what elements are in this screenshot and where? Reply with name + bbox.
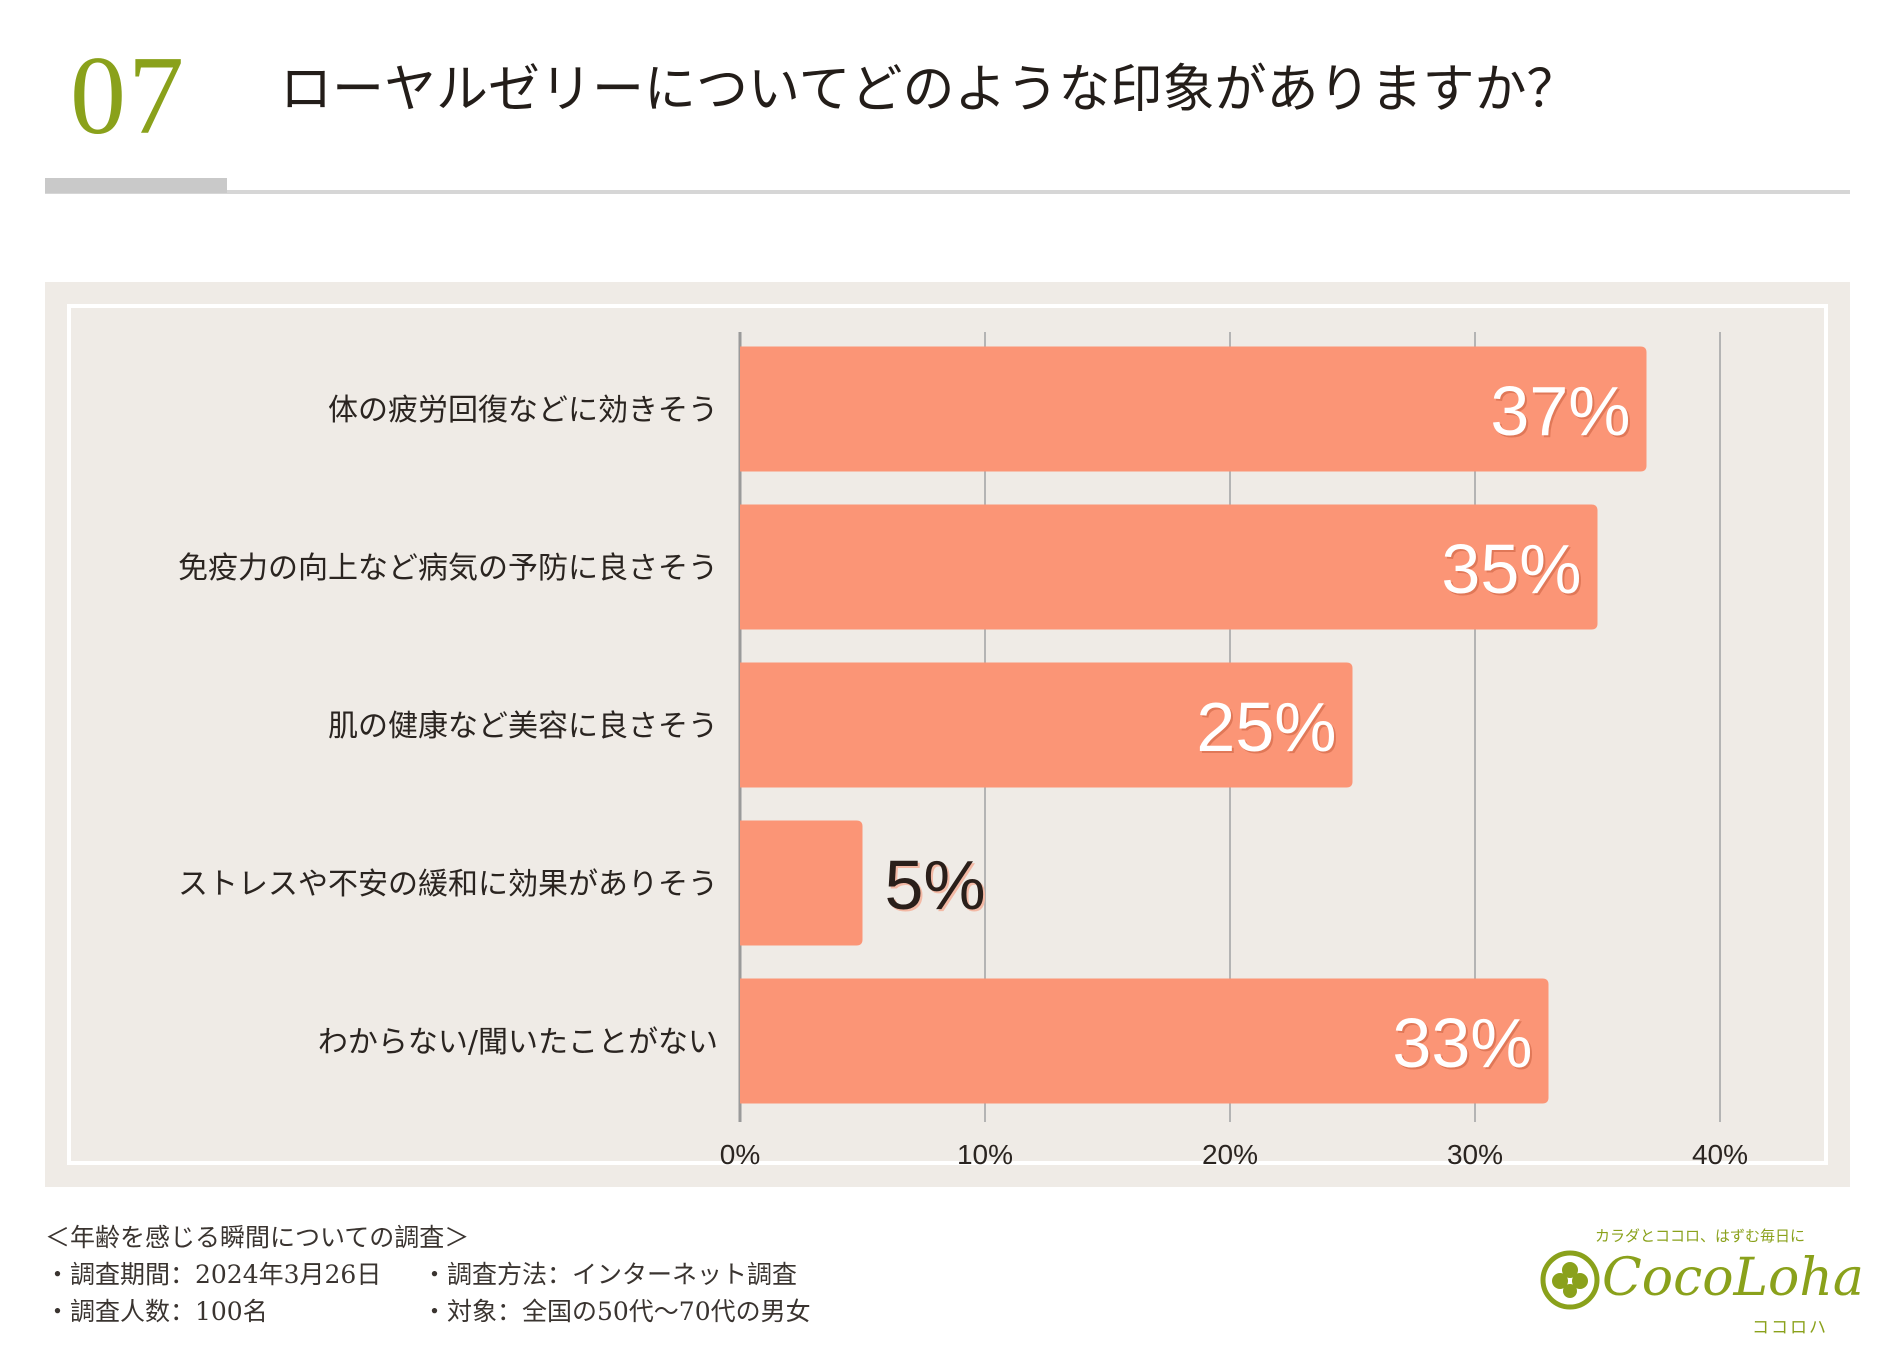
logo-name: CocoLoha: [1602, 1248, 1864, 1308]
logo-tagline: カラダとココロ、はずむ毎日に: [1595, 1227, 1806, 1245]
category-label: 免疫力の向上など病気の予防に良さそう: [178, 551, 718, 586]
value-label-shadow: 37%: [1492, 374, 1632, 452]
category-label: わからない/聞いたことがない: [318, 1025, 718, 1060]
bar: [740, 662, 1353, 788]
logo-kana: ココロハ: [1752, 1318, 1828, 1338]
category-label: ストレスや不安の緩和に効果がありそう: [178, 867, 718, 902]
clover-icon: [1540, 1250, 1600, 1310]
value-label-shadow: 5%: [887, 848, 988, 926]
x-tick-label: 40%: [1692, 1139, 1748, 1170]
x-tick-label: 0%: [720, 1139, 760, 1170]
header-divider-accent: [45, 178, 227, 193]
category-label: 肌の健康など美容に良さそう: [328, 709, 718, 744]
value-label: 37%: [1490, 372, 1630, 450]
question-number: 07: [70, 34, 186, 158]
bar-chart: 0% 10% 20% 30% 40%体の疲労回復などに効きそう 37%37%免疫力の向上な…: [178, 332, 1748, 1170]
bar: [740, 504, 1598, 630]
survey-period: ・調査期間：2024年3月26日: [45, 1260, 382, 1289]
value-label-shadow: 33%: [1394, 1006, 1534, 1084]
survey-method: ・調査方法：インターネット調査: [422, 1260, 798, 1289]
x-tick-label: 30%: [1447, 1139, 1503, 1170]
bar: [740, 820, 863, 946]
value-label: 33%: [1392, 1004, 1532, 1082]
value-label-shadow: 25%: [1198, 690, 1338, 768]
survey-count: ・調査人数：100名: [45, 1297, 268, 1326]
category-label: 体の疲労回復などに効きそう: [328, 393, 718, 428]
x-tick-label: 10%: [957, 1139, 1013, 1170]
bar: [740, 346, 1647, 472]
header-divider: [45, 190, 1850, 194]
chart-panel: 0% 10% 20% 30% 40% 体の疲労回復などに効きそう 37% 37% 免疫力の向上な…: [45, 282, 1850, 1187]
value-label: 5%: [885, 846, 986, 924]
bar: [740, 978, 1549, 1104]
chart-frame: [67, 304, 1828, 1165]
survey-title: ＜年齢を感じる瞬間についての調査＞: [45, 1223, 470, 1252]
value-label-shadow: 35%: [1443, 532, 1583, 610]
value-label: 35%: [1441, 530, 1581, 608]
survey-target: ・対象：全国の50代〜70代の男女: [422, 1297, 811, 1326]
x-tick-label: 20%: [1202, 1139, 1258, 1170]
page-title: ローヤルゼリーについてどのような印象がありますか？: [280, 60, 1579, 120]
brand-logo: カラダとココロ、はずむ毎日に CocoLoha ココロハ: [1540, 1225, 1864, 1340]
value-label: 25%: [1196, 688, 1336, 766]
